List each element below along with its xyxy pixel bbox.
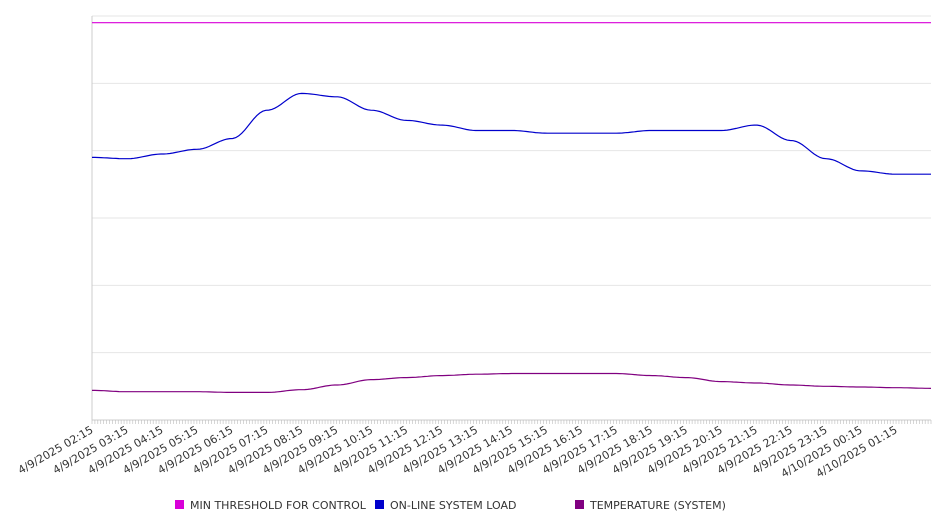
gridlines (92, 15, 931, 354)
legend-swatch-1 (175, 500, 184, 509)
axes (91, 16, 932, 424)
legend-swatch-3 (575, 500, 584, 509)
legend-swatch-2 (375, 500, 384, 509)
legend-label-2: ON-LINE SYSTEM LOAD (390, 499, 516, 512)
x-tick-labels: 4/9/2025 02:154/9/2025 03:154/9/2025 04:… (16, 423, 900, 480)
series-lines (92, 22, 932, 393)
series-line-3 (92, 372, 932, 393)
legend-label-3: TEMPERATURE (SYSTEM) (589, 499, 726, 512)
legend: MIN THRESHOLD FOR CONTROL ON-LINE SYSTEM … (175, 499, 726, 512)
series-line-2 (92, 92, 931, 175)
legend-label-1: MIN THRESHOLD FOR CONTROL (190, 499, 367, 512)
